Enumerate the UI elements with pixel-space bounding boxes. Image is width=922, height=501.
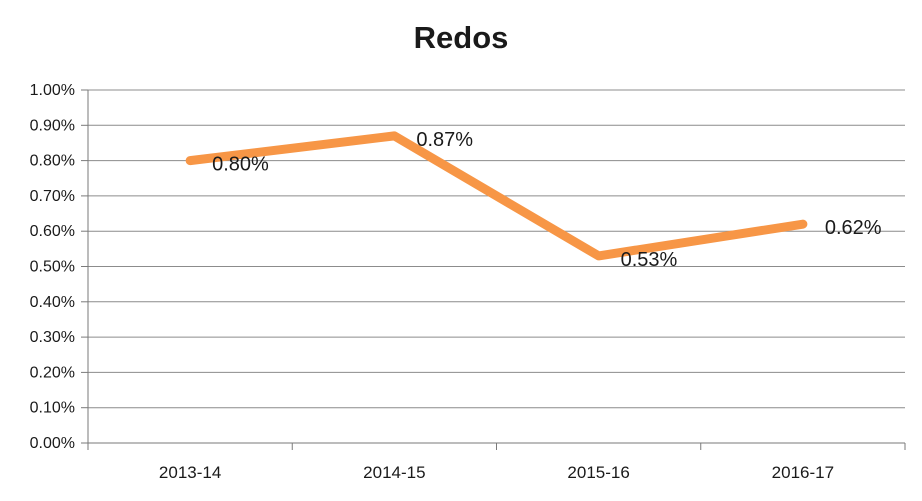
- axes-group: [81, 89, 906, 450]
- x-axis-category-label: 2016-17: [772, 463, 834, 482]
- gridlines-group: [88, 89, 905, 444]
- y-axis-tick-label: 0.20%: [30, 364, 75, 381]
- series-line: [185, 131, 808, 261]
- data-label: 0.87%: [416, 129, 473, 151]
- y-axis-tick-label: 0.40%: [30, 294, 75, 311]
- y-axis-tick-label: 0.60%: [30, 223, 75, 240]
- chart-title: Redos: [414, 20, 509, 55]
- labels-group: 0.00% 0.10% 0.20% 0.30% 0.40% 0.50% 0.60% 0.70%…: [30, 82, 882, 482]
- y-axis-tick-label: 0.70%: [30, 188, 75, 205]
- y-axis-tick-label: 1.00%: [30, 82, 75, 99]
- y-axis-tick-label: 0.10%: [30, 400, 75, 417]
- x-axis-category-label: 2014-15: [363, 463, 425, 482]
- data-label: 0.80%: [212, 154, 269, 176]
- y-axis-tick-label: 0.00%: [30, 435, 75, 452]
- y-axis-tick-label: 0.50%: [30, 259, 75, 276]
- x-axis-category-label: 2015-16: [567, 463, 629, 482]
- series-group: [185, 131, 808, 261]
- y-axis-tick-label: 0.80%: [30, 153, 75, 170]
- y-axis-tick-label: 0.90%: [30, 117, 75, 134]
- data-label: 0.53%: [621, 249, 678, 271]
- x-axis-category-label: 2013-14: [159, 463, 221, 482]
- y-axis-tick-label: 0.30%: [30, 329, 75, 346]
- data-label: 0.62%: [825, 217, 882, 239]
